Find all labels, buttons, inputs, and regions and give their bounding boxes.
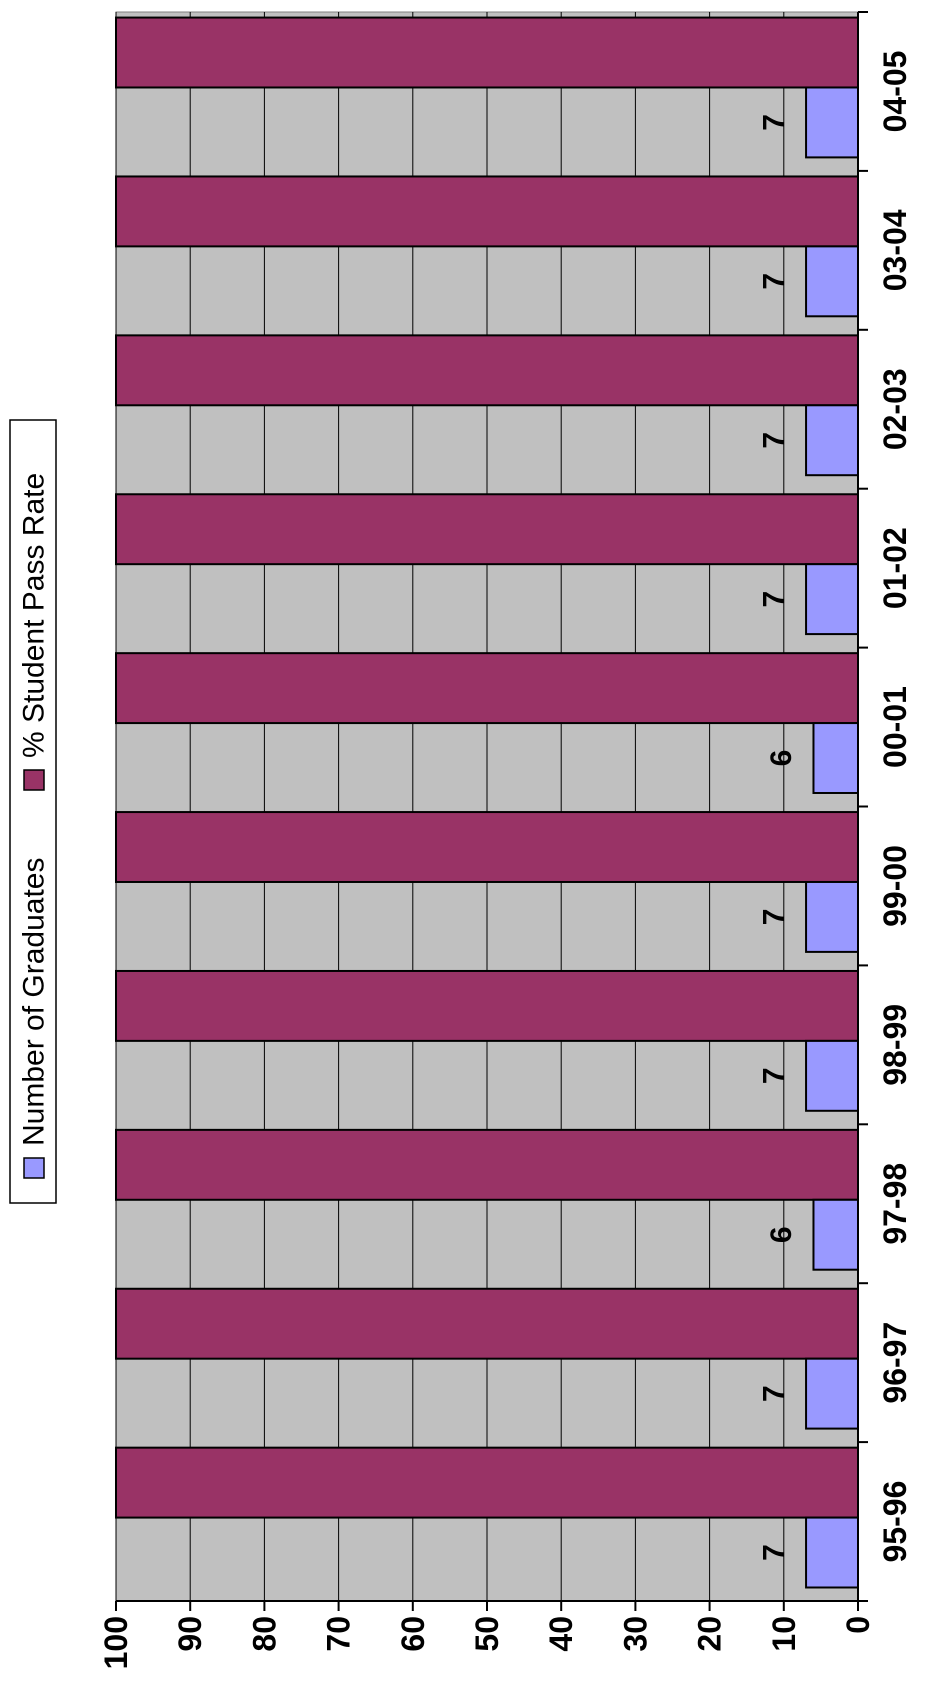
data-label-graduates: 7 bbox=[758, 1544, 791, 1561]
data-label-graduates: 6 bbox=[765, 750, 798, 767]
bar-graduates bbox=[805, 563, 859, 636]
bar-pass-rate bbox=[115, 493, 859, 566]
bar-pass-rate bbox=[115, 16, 859, 89]
bar-graduates bbox=[805, 404, 859, 477]
bar-pass-rate bbox=[115, 1128, 859, 1201]
data-label-graduates: 7 bbox=[758, 909, 791, 926]
value-tick-label: 70 bbox=[321, 1616, 357, 1652]
legend-pass-rate-label: % Student Pass Rate bbox=[18, 473, 51, 758]
data-label-graduates: 7 bbox=[758, 273, 791, 290]
bar-graduates bbox=[805, 245, 859, 318]
category-tick-label: 02-03 bbox=[877, 368, 913, 450]
data-label-graduates: 7 bbox=[758, 591, 791, 608]
data-label-graduates: 7 bbox=[758, 114, 791, 131]
bar-graduates bbox=[805, 880, 859, 953]
legend-graduates-swatch bbox=[23, 1157, 45, 1179]
legend-graduates-label: Number of Graduates bbox=[18, 858, 51, 1146]
category-tick-label: 01-02 bbox=[877, 527, 913, 609]
category-tick-label: 99-00 bbox=[877, 845, 913, 927]
value-tick-label: 60 bbox=[395, 1616, 431, 1652]
bar-graduates bbox=[812, 722, 859, 794]
bar-pass-rate bbox=[115, 969, 859, 1042]
value-tick-label: 100 bbox=[98, 1616, 134, 1669]
category-tick-label: 97-98 bbox=[877, 1163, 913, 1245]
value-tick-label: 40 bbox=[543, 1616, 579, 1652]
legend-pass-rate-swatch bbox=[23, 769, 45, 791]
value-tick-label: 10 bbox=[766, 1616, 802, 1652]
bar-graduates bbox=[805, 1039, 859, 1112]
value-tick-label: 80 bbox=[246, 1616, 282, 1652]
value-tick-labels: 0 10 20 30 40 50 60 70 80 90 100 bbox=[98, 1616, 876, 1669]
data-label-graduates: 7 bbox=[758, 432, 791, 449]
data-label-graduates: 6 bbox=[765, 1226, 798, 1243]
category-tick-label: 96-97 bbox=[877, 1322, 913, 1404]
value-tick-label: 30 bbox=[617, 1616, 653, 1652]
data-labels: 7 7 6 7 7 6 7 7 7 7 bbox=[758, 114, 798, 1561]
value-tick-label: 0 bbox=[840, 1616, 876, 1634]
value-tick-label: 90 bbox=[172, 1616, 208, 1652]
value-tick-label: 20 bbox=[692, 1616, 728, 1652]
category-tick-label: 00-01 bbox=[877, 686, 913, 768]
bar-pass-rate bbox=[115, 334, 859, 407]
legend-box bbox=[9, 419, 57, 1204]
bar-pass-rate bbox=[115, 1446, 859, 1519]
category-tick-label: 04-05 bbox=[877, 51, 913, 133]
bar-graduates bbox=[805, 1516, 859, 1589]
category-tick-label: 03-04 bbox=[877, 209, 913, 291]
category-tick-labels: 95-96 96-97 97-98 98-99 99-00 00-01 01-02 02-03… bbox=[877, 51, 913, 1563]
bar-graduates bbox=[812, 1198, 859, 1271]
bar-pass-rate bbox=[115, 175, 859, 248]
bar-graduates bbox=[805, 86, 859, 159]
legend: Number of Graduates % Student Pass Rate bbox=[9, 419, 57, 1204]
category-tick-label: 95-96 bbox=[877, 1481, 913, 1563]
axes bbox=[115, 11, 868, 1611]
data-label-graduates: 7 bbox=[758, 1385, 791, 1402]
bar-pass-rate bbox=[115, 652, 859, 725]
bar-pass-rate bbox=[115, 811, 859, 883]
bars bbox=[115, 16, 859, 1589]
bar-pass-rate bbox=[115, 1287, 859, 1360]
category-tick-label: 98-99 bbox=[877, 1004, 913, 1086]
value-tick-label: 50 bbox=[469, 1616, 505, 1652]
bar-graduates bbox=[805, 1357, 859, 1430]
data-label-graduates: 7 bbox=[758, 1067, 791, 1084]
